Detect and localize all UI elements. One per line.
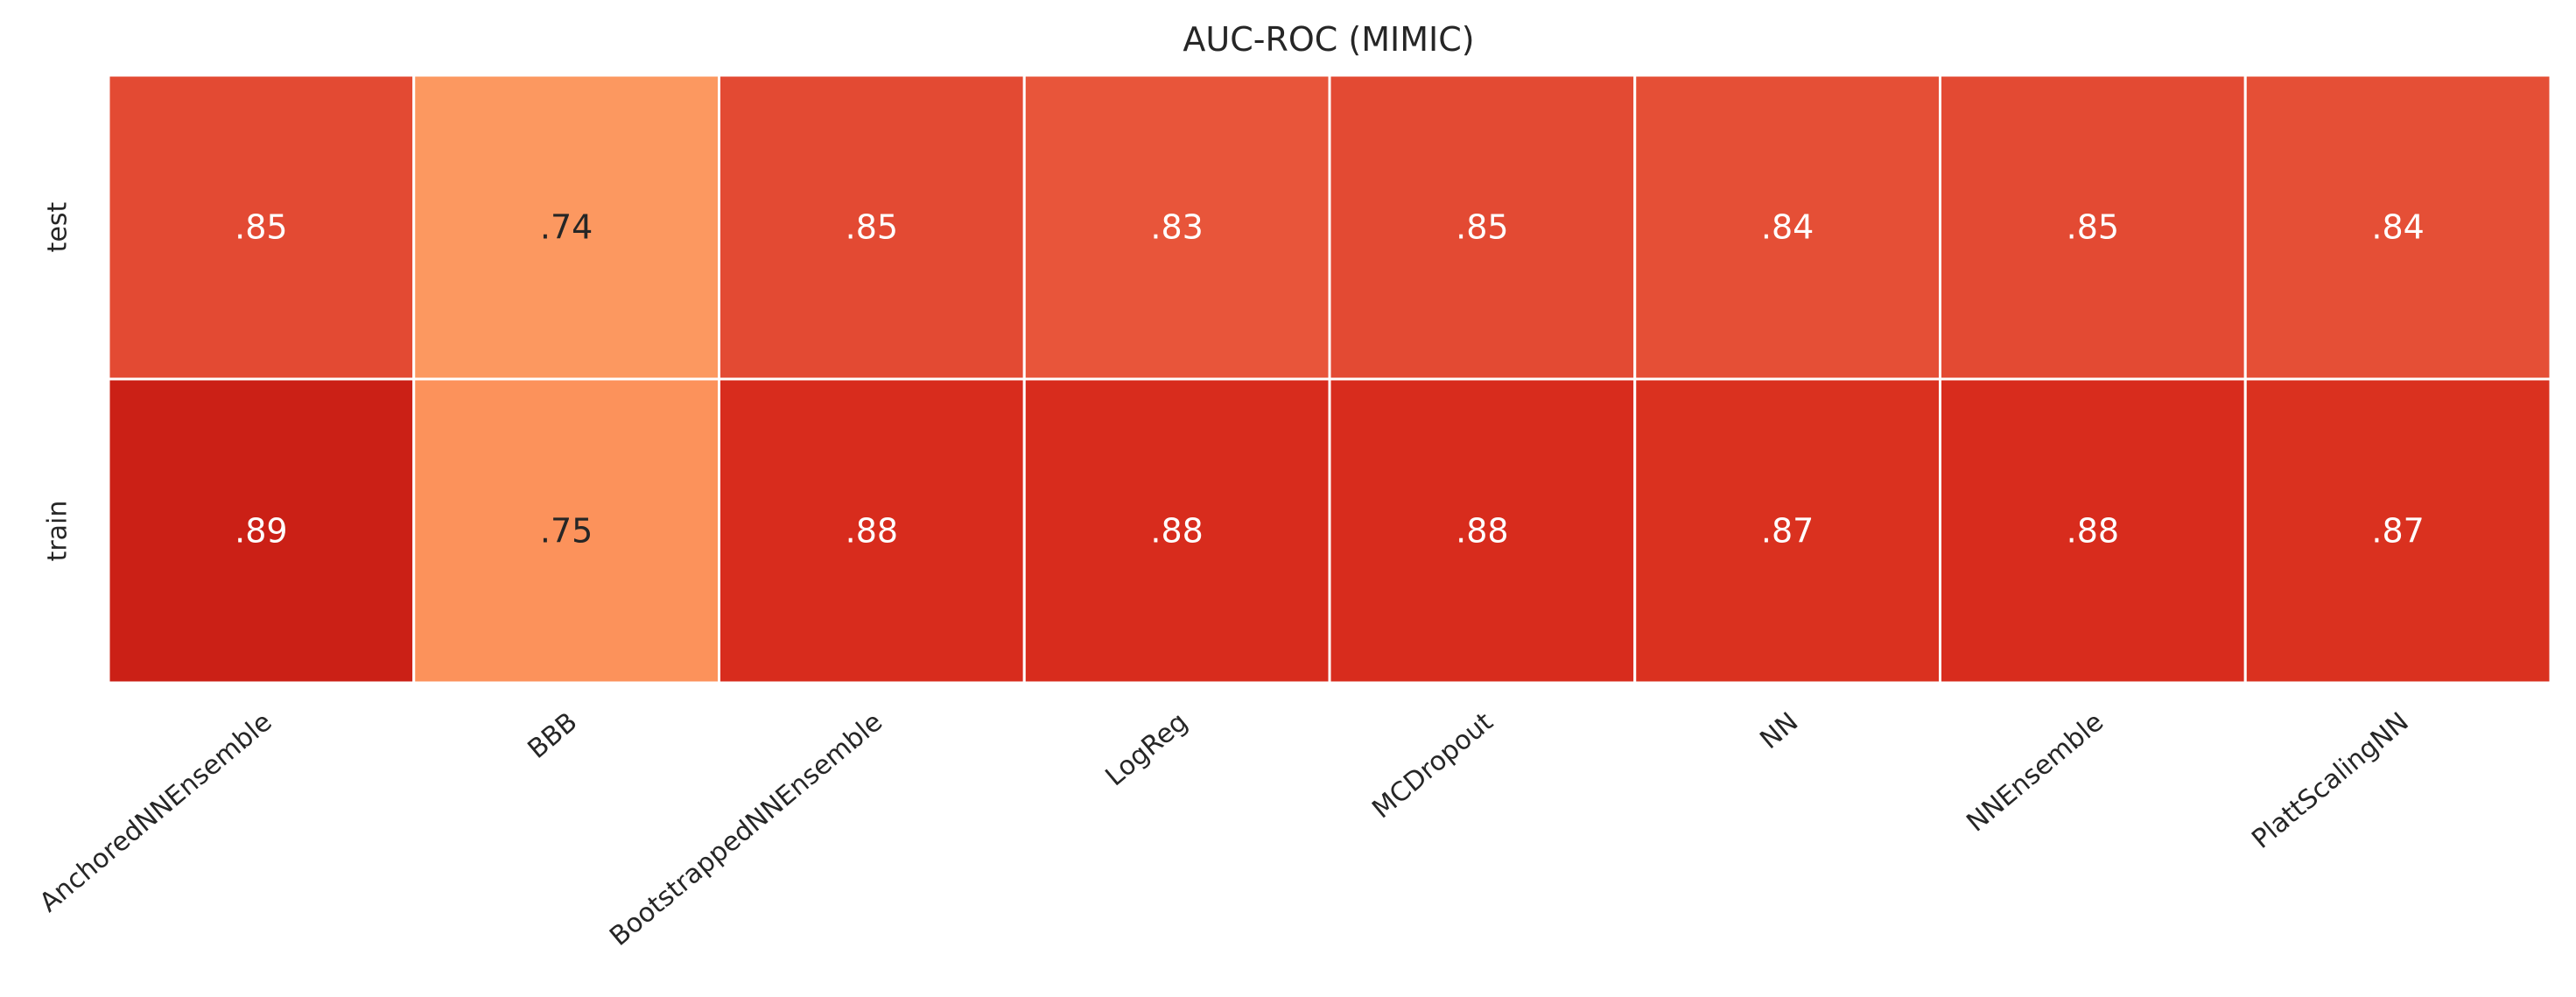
x-tick-label-LogReg: LogReg bbox=[1100, 706, 1194, 792]
heatmap-cell-train-NN bbox=[1633, 377, 1941, 685]
heatmap-cell-train-MCDropout bbox=[1328, 377, 1637, 685]
cell-value-label: .88 bbox=[846, 512, 898, 551]
cell-value-label: .75 bbox=[540, 512, 593, 551]
heatmap-cell-train-PlattScalingNN bbox=[2243, 377, 2552, 685]
heatmap-cell-test-MCDropout bbox=[1328, 74, 1637, 381]
cell-value-label: .85 bbox=[235, 208, 287, 247]
heatmap-cell-test-BBB bbox=[412, 74, 720, 381]
x-tick-label-MCDropout: MCDropout bbox=[1366, 706, 1499, 825]
heatmap-cell-train-NNEnsemble bbox=[1939, 377, 2247, 685]
heatmap-cell-test-PlattScalingNN bbox=[2243, 74, 2552, 381]
heatmap-cell-train-AnchoredNNEnsemble bbox=[107, 377, 416, 685]
cell-value-label: .85 bbox=[2067, 208, 2119, 247]
y-tick-label-test: test bbox=[43, 201, 74, 252]
chart-title: AUC-ROC (MIMIC) bbox=[1183, 20, 1474, 59]
heatmap-cells bbox=[107, 74, 2552, 685]
cell-value-label: .88 bbox=[1150, 512, 1203, 551]
heatmap-cell-train-BBB bbox=[412, 377, 720, 685]
x-axis-tick-labels: AnchoredNNEnsemble BBB BootstrappedNNEnsem… bbox=[34, 706, 2415, 952]
heatmap-cell-labels: .85 .74 .85 .83 .85 .84 .85 .84 .89 .75 .88 .88 .88.… bbox=[235, 208, 2425, 551]
cell-value-label: .85 bbox=[846, 208, 898, 247]
heatmap-cell-train-LogReg bbox=[1022, 377, 1331, 685]
cell-value-label: .84 bbox=[1761, 208, 1814, 247]
heatmap-cell-test-AnchoredNNEnsemble bbox=[107, 74, 416, 381]
cell-value-label: .74 bbox=[540, 208, 593, 247]
cell-value-label: .87 bbox=[2371, 512, 2424, 551]
x-tick-label-PlattScalingNN: PlattScalingNN bbox=[2246, 706, 2414, 854]
x-tick-label-BootstrappedNNEnsemble: BootstrappedNNEnsemble bbox=[604, 706, 888, 952]
x-tick-label-AnchoredNNEnsemble: AnchoredNNEnsemble bbox=[34, 706, 278, 918]
cell-value-label: .87 bbox=[1761, 512, 1814, 551]
cell-value-label: .85 bbox=[1456, 208, 1508, 247]
cell-value-label: .89 bbox=[235, 512, 287, 551]
cell-value-label: .83 bbox=[1150, 208, 1203, 247]
x-tick-label-BBB: BBB bbox=[522, 706, 583, 765]
x-tick-label-NN: NN bbox=[1754, 706, 1804, 755]
cell-value-label: .88 bbox=[2067, 512, 2119, 551]
heatmap-cell-test-BootstrappedNNEnsemble bbox=[718, 74, 1026, 381]
cell-value-label: .88 bbox=[1456, 512, 1508, 551]
y-tick-label-train: train bbox=[43, 501, 74, 562]
heatmap-cell-test-LogReg bbox=[1022, 74, 1331, 381]
heatmap-cell-test-NN bbox=[1633, 74, 1941, 381]
y-axis-tick-labels: test train bbox=[43, 201, 74, 561]
x-tick-label-NNEnsemble: NNEnsemble bbox=[1961, 706, 2109, 838]
cell-value-label: .84 bbox=[2371, 208, 2424, 247]
